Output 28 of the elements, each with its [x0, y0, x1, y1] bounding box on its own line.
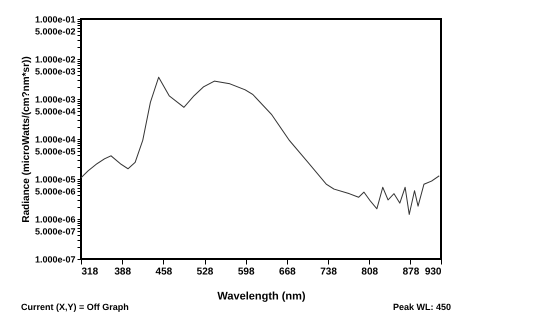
y-tick-label: 5.000e-07 — [34, 226, 76, 237]
y-tick-label: 1.000e-01 — [34, 14, 76, 24]
y-axis-title: Radiance (microWatts/(cm?nm*sr)) — [20, 56, 32, 223]
x-tick-label: 668 — [279, 266, 296, 278]
y-tick-label: 1.000e-06 — [34, 214, 76, 224]
x-tick-label: 930 — [424, 266, 442, 278]
text: Current (X,Y) = Off Graph — [21, 302, 129, 312]
y-tick-label: 1.000e-03 — [34, 94, 76, 104]
x-tick-label: 528 — [196, 266, 214, 278]
x-tick-label: 738 — [320, 266, 338, 278]
y-tick-label: 1.000e-05 — [34, 174, 76, 184]
y-tick-label: 1.000e-07 — [34, 254, 76, 264]
x-axis-title: Wavelength (nm) — [217, 290, 306, 302]
x-tick-label: 808 — [361, 266, 379, 278]
x-tick-label: 598 — [238, 266, 255, 278]
line-series — [80, 76, 440, 215]
y-tick-label: 1.000e-02 — [34, 54, 76, 64]
y-tick-label: 5.000e-02 — [34, 26, 76, 37]
x-tick-label: 388 — [114, 266, 132, 278]
y-tick-label: 5.000e-06 — [34, 186, 76, 197]
y-tick-label: 5.000e-05 — [34, 146, 76, 157]
text: Peak WL: 450 — [392, 302, 451, 312]
y-tick-label: 1.000e-04 — [34, 134, 76, 144]
y-tick-label: 5.000e-03 — [34, 66, 76, 77]
x-tick-label: 458 — [156, 266, 173, 278]
x-tick-label: 878 — [402, 266, 420, 278]
x-tick-label: 318 — [82, 266, 99, 278]
y-tick-label: 5.000e-04 — [34, 106, 76, 117]
